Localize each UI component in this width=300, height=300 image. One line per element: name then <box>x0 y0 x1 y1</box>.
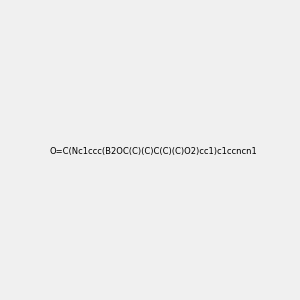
Text: O=C(Nc1ccc(B2OC(C)(C)C(C)(C)O2)cc1)c1ccncn1: O=C(Nc1ccc(B2OC(C)(C)C(C)(C)O2)cc1)c1ccn… <box>50 147 258 156</box>
